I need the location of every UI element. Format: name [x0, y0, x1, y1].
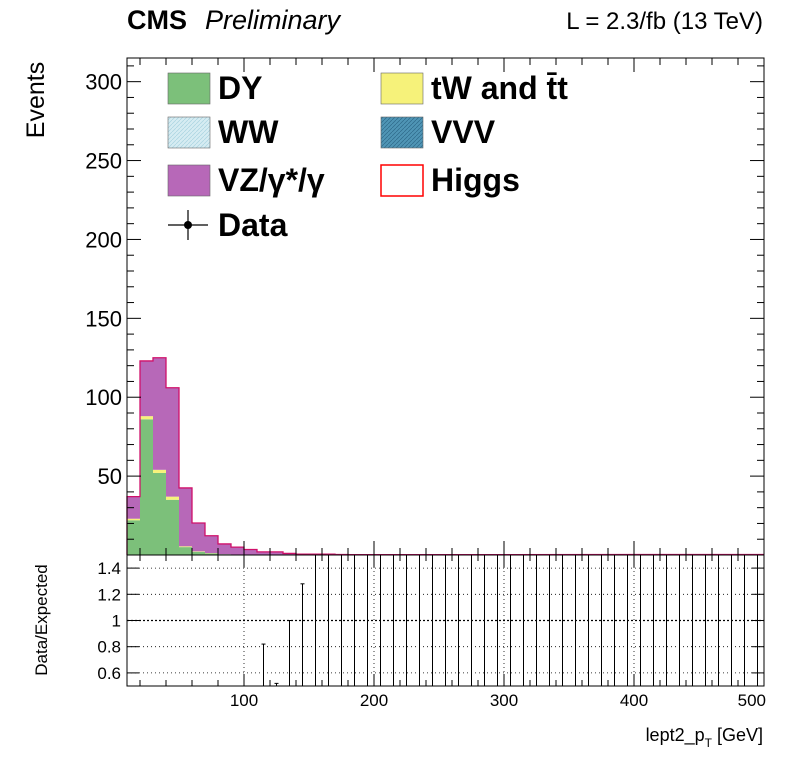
ratio-y-tick-label-1: 0.8 — [97, 638, 121, 657]
legend: DY tW and t̄t WW VVV VZ/γ*/γ Higgs Data — [167, 70, 568, 243]
bar-tw-and-t-t-0 — [127, 518, 140, 521]
bar-vz--8 — [231, 547, 244, 555]
ratio-plot-frame — [126, 554, 765, 687]
bar-vz--6 — [205, 535, 218, 554]
bar-vz--3 — [166, 387, 179, 497]
y-tick-label-150: 150 — [85, 306, 122, 331]
ratio-y-tick-label-4: 1.4 — [97, 559, 121, 578]
legend-label-vz-: VZ/γ*/γ — [218, 162, 325, 198]
legend-label-tw-and-t-t: tW and t̄t — [431, 70, 568, 106]
x-tick-label-500: 500 — [738, 691, 766, 710]
main-y-axis-ticks: 50 100 150 200 250 300 — [85, 65, 764, 540]
preliminary-label: Preliminary — [205, 5, 342, 35]
stack-outline — [126, 357, 765, 556]
legend-label-vvv: VVV — [431, 114, 496, 150]
legend-swatch-higgs — [380, 164, 424, 197]
x-tick-label-200: 200 — [360, 691, 388, 710]
bar-vz--9 — [244, 549, 257, 555]
x-tick-label-100: 100 — [230, 691, 258, 710]
bar-dy-2 — [153, 472, 166, 555]
ratio-error-bars — [261, 555, 758, 686]
bar-tw-and-t-t-2 — [153, 469, 166, 473]
bar-dy-1 — [140, 419, 153, 555]
ratio-x-axis-ticks: 100 200 300 400 500 — [139, 555, 766, 710]
bar-vz--2 — [153, 357, 166, 470]
bar-vz--12 — [283, 553, 296, 555]
bar-dy-3 — [166, 499, 179, 555]
ratio-y-tick-label-3: 1.2 — [97, 585, 121, 604]
bar-vz--5 — [192, 522, 205, 552]
legend-swatch-tw-and-t-t — [380, 72, 424, 105]
bar-dy-0 — [127, 520, 140, 555]
legend-label-data: Data — [218, 207, 288, 243]
cms-label: CMS — [127, 5, 187, 35]
bar-dy-4 — [179, 547, 192, 555]
ratio-y-axis-label: Data/Expected — [32, 564, 51, 676]
y-tick-label-100: 100 — [85, 385, 122, 410]
ratio-y-tick-label-2: 1 — [112, 612, 121, 631]
y-tick-label-250: 250 — [85, 149, 122, 174]
luminosity-label: L = 2.3/fb (13 TeV) — [566, 8, 763, 35]
y-tick-label-300: 300 — [85, 70, 122, 95]
stacked-histogram — [126, 357, 765, 556]
bar-vz--11 — [270, 551, 283, 555]
legend-swatch-dy — [167, 72, 211, 105]
x-axis-label: lept2_pT [GeV] — [646, 725, 763, 750]
bar-dy-6 — [205, 553, 218, 555]
legend-label-ww: WW — [218, 114, 279, 150]
legend-data-marker — [184, 221, 192, 229]
x-tick-label-300: 300 — [490, 691, 518, 710]
ratio-y-tick-label-0: 0.6 — [97, 664, 121, 683]
main-x-axis-ticks — [139, 58, 739, 555]
bar-vz--7 — [218, 543, 231, 555]
legend-swatch-vz- — [167, 164, 211, 197]
ratio-y-axis-ticks: 0.6 0.8 1 1.2 1.4 — [97, 559, 764, 683]
bar-tw-and-t-t-1 — [140, 416, 153, 420]
y-tick-label-50: 50 — [98, 464, 122, 489]
legend-label-dy: DY — [218, 70, 262, 106]
bar-vz--4 — [179, 487, 192, 547]
x-tick-label-400: 400 — [620, 691, 648, 710]
bar-vz--1 — [140, 360, 153, 417]
bar-vz--10 — [257, 551, 270, 555]
legend-label-higgs: Higgs — [431, 162, 520, 198]
legend-swatch-vvv — [380, 116, 424, 149]
bar-tw-and-t-t-3 — [166, 496, 179, 500]
y-tick-label-200: 200 — [85, 227, 122, 252]
bar-dy-5 — [192, 551, 205, 555]
bar-tw-and-t-t-4 — [179, 546, 192, 548]
main-y-axis-label: Events — [22, 62, 50, 138]
legend-swatch-ww — [167, 116, 211, 149]
